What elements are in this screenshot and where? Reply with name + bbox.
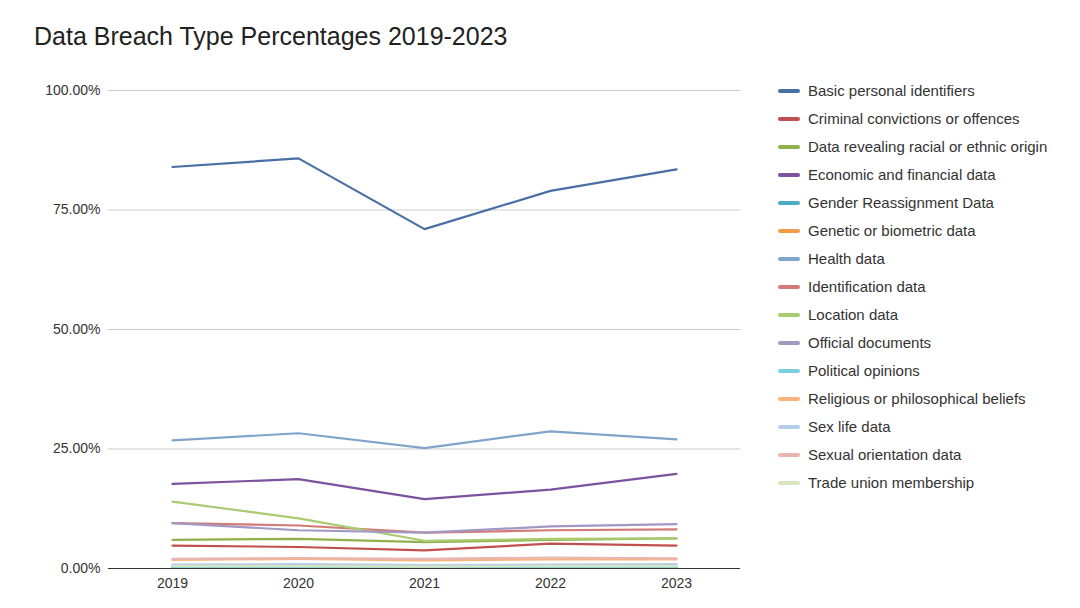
html-text:Genetic or biometric data: Genetic or biometric data [808, 222, 976, 239]
html-text:Criminal convictions or offenc: Criminal convictions or offences [808, 110, 1020, 127]
svg-text:2022: 2022 [535, 575, 566, 591]
svg-text:100.00%: 100.00% [45, 82, 100, 98]
html-text:Official documents: Official documents [808, 334, 932, 351]
html-text:Basic personal identifiers: Basic personal identifiers [808, 82, 975, 99]
html-text:Political opinions: Political opinions [808, 362, 920, 379]
html-text:Economic and financial data: Economic and financial data [808, 166, 996, 183]
html-text:Identification data: Identification data [808, 278, 926, 295]
html-text:Location data: Location data [808, 306, 899, 323]
html-text:Health data: Health data [808, 250, 885, 267]
html-text:Sexual orientation data: Sexual orientation data [808, 446, 962, 463]
svg-text:2019: 2019 [157, 575, 188, 591]
html-text:Data revealing racial or ethni: Data revealing racial or ethnic origin [808, 138, 1048, 155]
html-text:Data Breach Type Percentages 2: Data Breach Type Percentages 2019-2023 [34, 22, 508, 50]
svg-text:50.00%: 50.00% [53, 321, 100, 337]
html-text:Religious or philosophical bel: Religious or philosophical beliefs [808, 390, 1026, 407]
html-text:Sex life data: Sex life data [808, 418, 891, 435]
svg-text:0.00%: 0.00% [61, 560, 101, 576]
html-text:Gender Reassignment Data: Gender Reassignment Data [808, 194, 994, 211]
svg-text:2021: 2021 [409, 575, 440, 591]
svg-text:25.00%: 25.00% [53, 440, 100, 456]
svg-text:75.00%: 75.00% [53, 201, 100, 217]
svg-text:2020: 2020 [283, 575, 314, 591]
svg-text:2023: 2023 [661, 575, 692, 591]
html-text:Trade union membership: Trade union membership [808, 474, 975, 491]
